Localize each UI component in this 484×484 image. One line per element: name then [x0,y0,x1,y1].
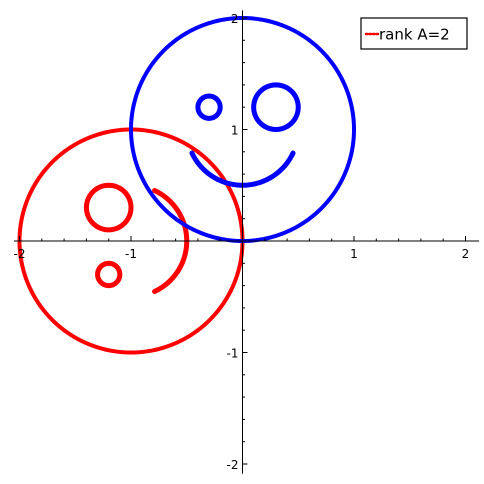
legend: rank A=2 [360,17,468,50]
x-tick-label: 2 [462,247,470,261]
data-layer [17,16,356,355]
y-tick-label: 1 [231,124,239,138]
legend-label: rank A=2 [379,26,450,44]
series-1-circle-0 [129,16,356,243]
axes: -2 -1 1 2 -2 -1 1 2 [14,10,480,474]
x-tick-label: -1 [125,247,137,261]
series-0-circle-2 [95,260,123,289]
y-tick-label: -1 [227,347,239,361]
series-1-circle-2 [195,93,223,121]
y-tick-label: -2 [227,458,239,472]
series-1 [129,16,356,243]
x-tick-label: 1 [350,247,358,261]
x-tick-label: -2 [14,247,26,261]
series-0-circle-1 [83,182,134,233]
series-1-circle-1 [251,82,301,132]
y-tick-label: 2 [231,12,239,26]
